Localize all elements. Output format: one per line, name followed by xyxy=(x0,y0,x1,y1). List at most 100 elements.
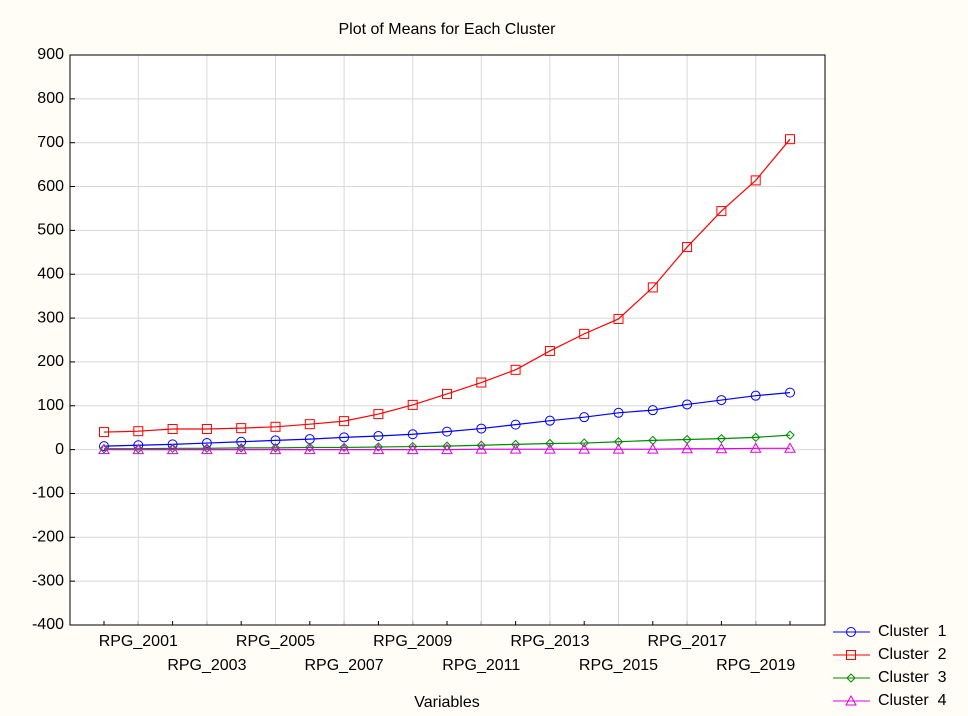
plot-border xyxy=(69,54,826,626)
point xyxy=(682,399,693,410)
x-tick-label: RPG_2007 xyxy=(305,657,384,674)
y-tick-label: 800 xyxy=(37,90,64,107)
point xyxy=(785,430,795,440)
point xyxy=(373,409,384,420)
point xyxy=(510,419,521,430)
point xyxy=(544,415,555,426)
point xyxy=(407,399,418,410)
y-tick-label: -100 xyxy=(32,485,64,502)
point xyxy=(373,442,384,452)
x-tick-label: RPG_2011 xyxy=(442,657,520,674)
legend-label: Cluster 2 xyxy=(878,646,947,663)
y-tick-label: 400 xyxy=(37,265,64,282)
x-axis-label: Variables xyxy=(414,694,480,711)
point xyxy=(613,437,624,447)
point xyxy=(99,427,109,438)
point xyxy=(846,650,856,660)
point xyxy=(133,444,144,454)
point xyxy=(305,442,315,453)
y-tick-label: -300 xyxy=(32,572,64,589)
point xyxy=(99,441,109,452)
series-line xyxy=(103,392,791,447)
legend-label: Cluster 1 xyxy=(878,623,947,640)
point xyxy=(303,443,316,455)
point xyxy=(475,443,488,454)
point xyxy=(406,443,419,455)
point xyxy=(750,175,761,186)
point xyxy=(509,443,522,454)
point xyxy=(270,443,281,453)
y-tick-label: -400 xyxy=(32,616,64,633)
point xyxy=(647,405,658,416)
point xyxy=(133,426,144,437)
point xyxy=(749,442,762,453)
point xyxy=(167,424,178,435)
point xyxy=(339,442,349,453)
point xyxy=(166,443,179,455)
point xyxy=(372,443,385,455)
point xyxy=(201,443,213,455)
point xyxy=(578,443,591,454)
point xyxy=(846,627,856,637)
point xyxy=(510,364,521,375)
point xyxy=(201,438,212,449)
point xyxy=(544,345,555,356)
point xyxy=(442,388,452,399)
point xyxy=(750,390,761,401)
point xyxy=(750,432,761,443)
point xyxy=(845,694,857,706)
point xyxy=(304,419,315,430)
point xyxy=(236,423,247,434)
point xyxy=(544,443,556,454)
point xyxy=(476,377,487,388)
y-tick-label: 100 xyxy=(37,397,64,414)
point xyxy=(716,433,727,444)
point xyxy=(441,443,453,455)
point xyxy=(647,282,658,293)
y-tick-label: 700 xyxy=(37,134,64,151)
point xyxy=(339,432,350,443)
point xyxy=(236,436,247,447)
point xyxy=(407,441,418,452)
point xyxy=(510,439,521,450)
point xyxy=(612,443,625,454)
x-tick-label: RPG_2001 xyxy=(99,633,178,650)
point xyxy=(715,442,728,454)
point xyxy=(613,313,624,324)
point xyxy=(545,438,555,449)
point xyxy=(785,387,795,398)
chart-title: Plot of Means for Each Cluster xyxy=(339,21,557,38)
x-tick-label: RPG_2013 xyxy=(510,633,589,650)
point xyxy=(339,416,350,427)
x-tick-label: RPG_2009 xyxy=(373,633,452,650)
y-tick-label: 0 xyxy=(55,441,64,458)
x-tick-label: RPG_2005 xyxy=(236,633,315,650)
series-line xyxy=(104,434,791,450)
point xyxy=(407,429,418,440)
point xyxy=(784,442,796,453)
point xyxy=(167,443,178,454)
point xyxy=(442,426,452,437)
point xyxy=(338,443,350,455)
point xyxy=(99,444,109,454)
point xyxy=(202,443,212,454)
point xyxy=(681,442,693,454)
point xyxy=(579,328,590,339)
point xyxy=(579,438,589,448)
series-line xyxy=(104,447,790,451)
point xyxy=(270,421,281,432)
point xyxy=(476,423,487,434)
point xyxy=(98,443,110,455)
y-tick-label: 500 xyxy=(37,222,64,239)
legend-label: Cluster 4 xyxy=(878,692,947,709)
point xyxy=(646,443,659,454)
point xyxy=(613,407,624,418)
point xyxy=(132,443,145,455)
point xyxy=(785,134,795,145)
y-tick-label: 300 xyxy=(37,309,64,326)
y-tick-label: 900 xyxy=(37,46,64,63)
point xyxy=(716,395,727,406)
point xyxy=(201,424,212,435)
y-tick-label: 600 xyxy=(37,178,64,195)
